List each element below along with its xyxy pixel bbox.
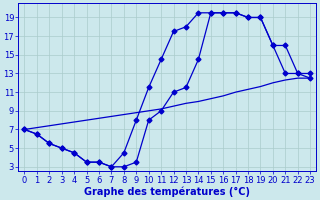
X-axis label: Graphe des températures (°C): Graphe des températures (°C): [84, 186, 250, 197]
